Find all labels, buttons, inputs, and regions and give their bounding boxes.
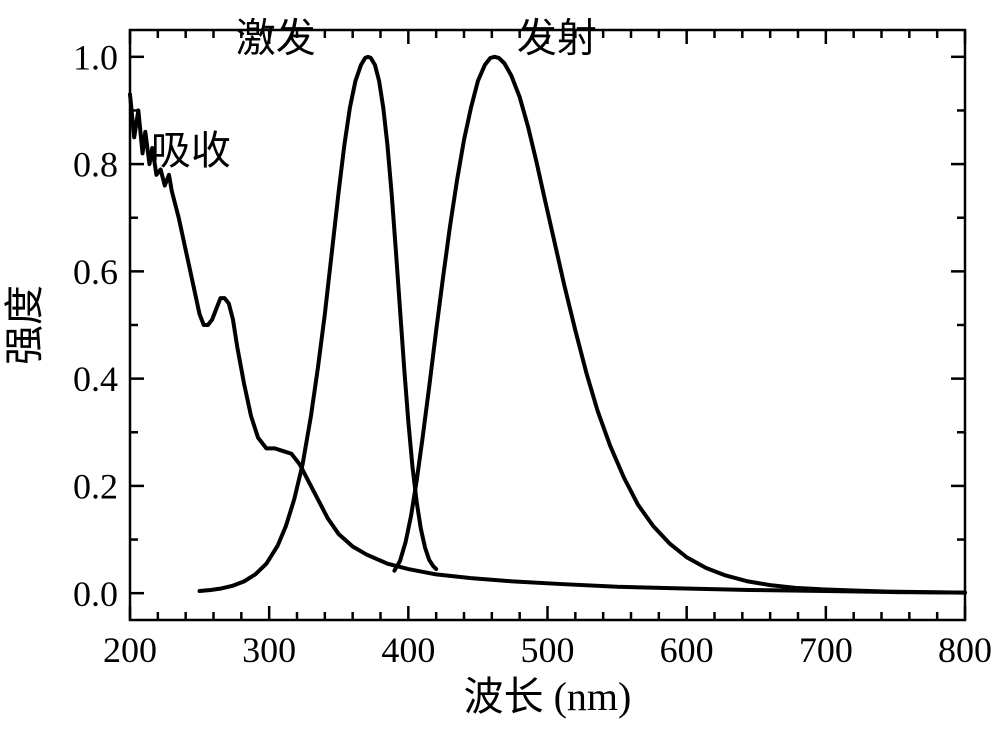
- absorption-label: 吸收: [151, 128, 231, 173]
- y-tick-label: 1.0: [73, 37, 118, 77]
- y-tick-label: 0.8: [73, 145, 118, 185]
- y-tick-label: 0.0: [73, 574, 118, 614]
- y-tick-label: 0.6: [73, 252, 118, 292]
- chart-svg: 200 300 400 500 600 700 800 0.0 0.2 0.4 0.6 0.8 1.0 波…: [0, 0, 1000, 739]
- y-axis-title: 强度: [2, 285, 47, 365]
- y-tick-label: 0.4: [73, 359, 118, 399]
- emission-label: 发射: [517, 15, 597, 60]
- x-tick-label: 300: [242, 630, 296, 670]
- x-tick-label: 500: [521, 630, 575, 670]
- x-tick-label: 200: [103, 630, 157, 670]
- x-tick-label: 600: [660, 630, 714, 670]
- x-tick-label: 400: [381, 630, 435, 670]
- spectrum-chart: 200 300 400 500 600 700 800 0.0 0.2 0.4 0.6 0.8 1.0 波…: [0, 0, 1000, 739]
- x-tick-label: 700: [799, 630, 853, 670]
- excitation-label: 激发: [236, 15, 316, 60]
- x-axis-title: 波长 (nm): [464, 674, 632, 719]
- y-tick-label: 0.2: [73, 467, 118, 507]
- x-tick-label: 800: [938, 630, 992, 670]
